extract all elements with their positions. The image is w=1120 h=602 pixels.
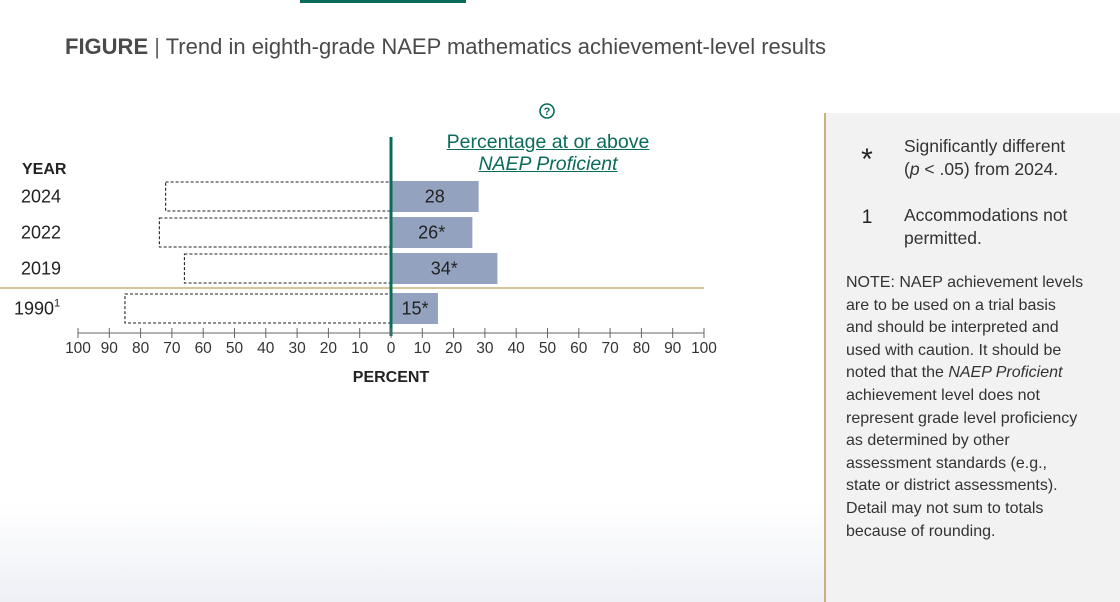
star-symbol: *	[861, 143, 873, 176]
proficient-bar[interactable]	[391, 293, 438, 324]
below-proficient-bar	[158, 217, 392, 248]
x-tick-label: 10	[351, 340, 369, 357]
note-part1: NOTE: NAEP achievement levels are to be …	[846, 274, 1084, 382]
proficient-bar[interactable]	[391, 181, 479, 212]
star-text-line2: < .05) from 2024.	[919, 159, 1059, 179]
star-legend-text: Significantly different (p < .05) from 20…	[904, 136, 1066, 179]
figure-label: FIGURE	[65, 34, 149, 59]
note-text: NOTE: NAEP achievement levels are to be …	[846, 272, 1086, 543]
top-tab-indicator	[300, 0, 466, 3]
figure-title-text: Trend in eighth-grade NAEP mathematics a…	[165, 34, 826, 59]
x-tick-label: 80	[132, 340, 150, 357]
year-superscript: 1	[54, 298, 60, 310]
measure-link[interactable]: Percentage at or above NAEP Proficient	[398, 131, 698, 175]
x-tick-label: 20	[445, 340, 463, 357]
x-tick-label: 70	[163, 340, 181, 357]
bar-value-label: 15*	[401, 299, 428, 319]
x-tick-label: 90	[664, 340, 682, 357]
x-tick-label: 80	[633, 340, 651, 357]
x-tick-label: 100	[65, 340, 91, 357]
year-label: 2019	[21, 259, 61, 279]
x-tick-label: 60	[570, 340, 588, 357]
x-tick-label: 40	[257, 340, 275, 357]
note-italic: NAEP Proficient	[948, 364, 1063, 382]
x-tick-label: 0	[387, 340, 396, 357]
help-icon[interactable]: ?	[539, 103, 555, 119]
title-separator: |	[154, 34, 160, 59]
one-legend-text: Accommodations not permitted.	[904, 205, 1068, 248]
measure-line1: Percentage at or above	[446, 131, 650, 153]
bar-value-label: 34*	[431, 259, 458, 279]
year-label: 19901	[14, 298, 60, 319]
star-text-line1: Significantly different	[904, 136, 1066, 156]
bar-value-label: 28	[425, 187, 445, 207]
x-tick-label: 100	[691, 340, 717, 357]
x-tick-label: 30	[476, 340, 494, 357]
star-text-p: p	[909, 159, 920, 179]
x-tick-label: 60	[195, 340, 213, 357]
legend-panel: * Significantly different (p < .05) from …	[824, 113, 1120, 602]
x-tick-label: 50	[539, 340, 557, 357]
measure-line2: NAEP Proficient	[478, 153, 618, 175]
year-label: 2024	[21, 187, 61, 207]
below-proficient-bar	[124, 293, 392, 324]
year-header: YEAR	[22, 161, 67, 178]
one-symbol: 1	[861, 207, 873, 228]
x-tick-label: 70	[601, 340, 619, 357]
x-tick-label: 40	[508, 340, 526, 357]
x-tick-label: 10	[414, 340, 432, 357]
below-proficient-bar	[165, 181, 392, 212]
proficient-bar[interactable]	[391, 253, 498, 284]
figure-title: FIGURE | Trend in eighth-grade NAEP math…	[65, 34, 826, 60]
x-axis-label: PERCENT	[353, 369, 430, 386]
svg-text:?: ?	[544, 106, 551, 118]
note-part2: achievement level does not represent gra…	[846, 386, 1078, 540]
x-tick-label: 30	[288, 340, 306, 357]
proficient-bar[interactable]	[391, 217, 473, 248]
x-tick-label: 20	[320, 340, 338, 357]
note-fade	[826, 542, 1120, 602]
year-label: 2022	[21, 223, 61, 243]
bar-value-label: 26*	[418, 223, 445, 243]
below-proficient-bar	[183, 253, 392, 284]
x-tick-label: 90	[101, 340, 119, 357]
x-tick-label: 50	[226, 340, 244, 357]
